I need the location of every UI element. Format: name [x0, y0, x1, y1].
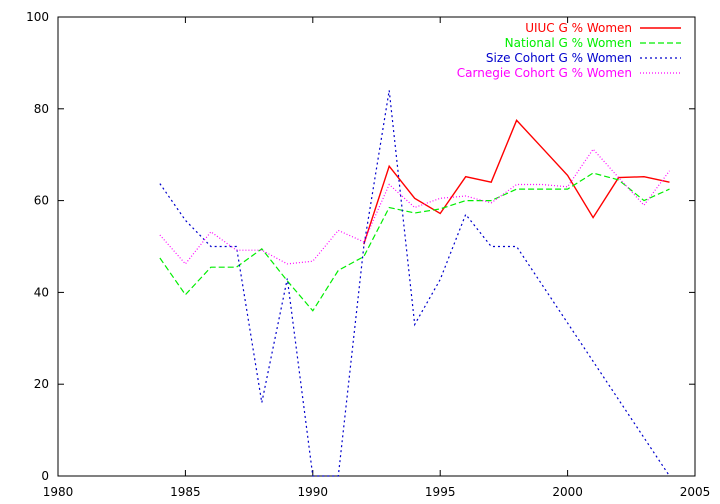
y-tick-label: 60: [34, 194, 49, 208]
legend-label-4: Carnegie Cohort G % Women: [457, 66, 632, 80]
series-line-2: [159, 172, 670, 312]
x-tick-label: 2000: [552, 485, 583, 499]
legend-label-3: Size Cohort G % Women: [486, 51, 632, 65]
legend-label-1: UIUC G % Women: [525, 21, 632, 35]
series-line-1: [363, 119, 670, 245]
x-tick-label: 2005: [680, 485, 711, 499]
x-tick-label: 1985: [170, 485, 201, 499]
y-tick-label: 20: [34, 377, 49, 391]
data-series: [159, 90, 670, 477]
legend-label-2: National G % Women: [505, 36, 632, 50]
x-tick-label: 1990: [298, 485, 329, 499]
y-tick-label: 0: [41, 469, 49, 483]
y-tick-label: 80: [34, 102, 49, 116]
x-tick-label: 1980: [43, 485, 74, 499]
plot-frame: [57, 16, 696, 477]
y-tick-label: 100: [26, 10, 49, 24]
axis-ticks: 1980 1985 1990 1995 2000 2005 0 20 40 60 80 100: [26, 10, 710, 499]
x-tick-label: 1995: [425, 485, 456, 499]
y-tick-label: 40: [34, 285, 49, 299]
series-line-3: [159, 90, 670, 477]
